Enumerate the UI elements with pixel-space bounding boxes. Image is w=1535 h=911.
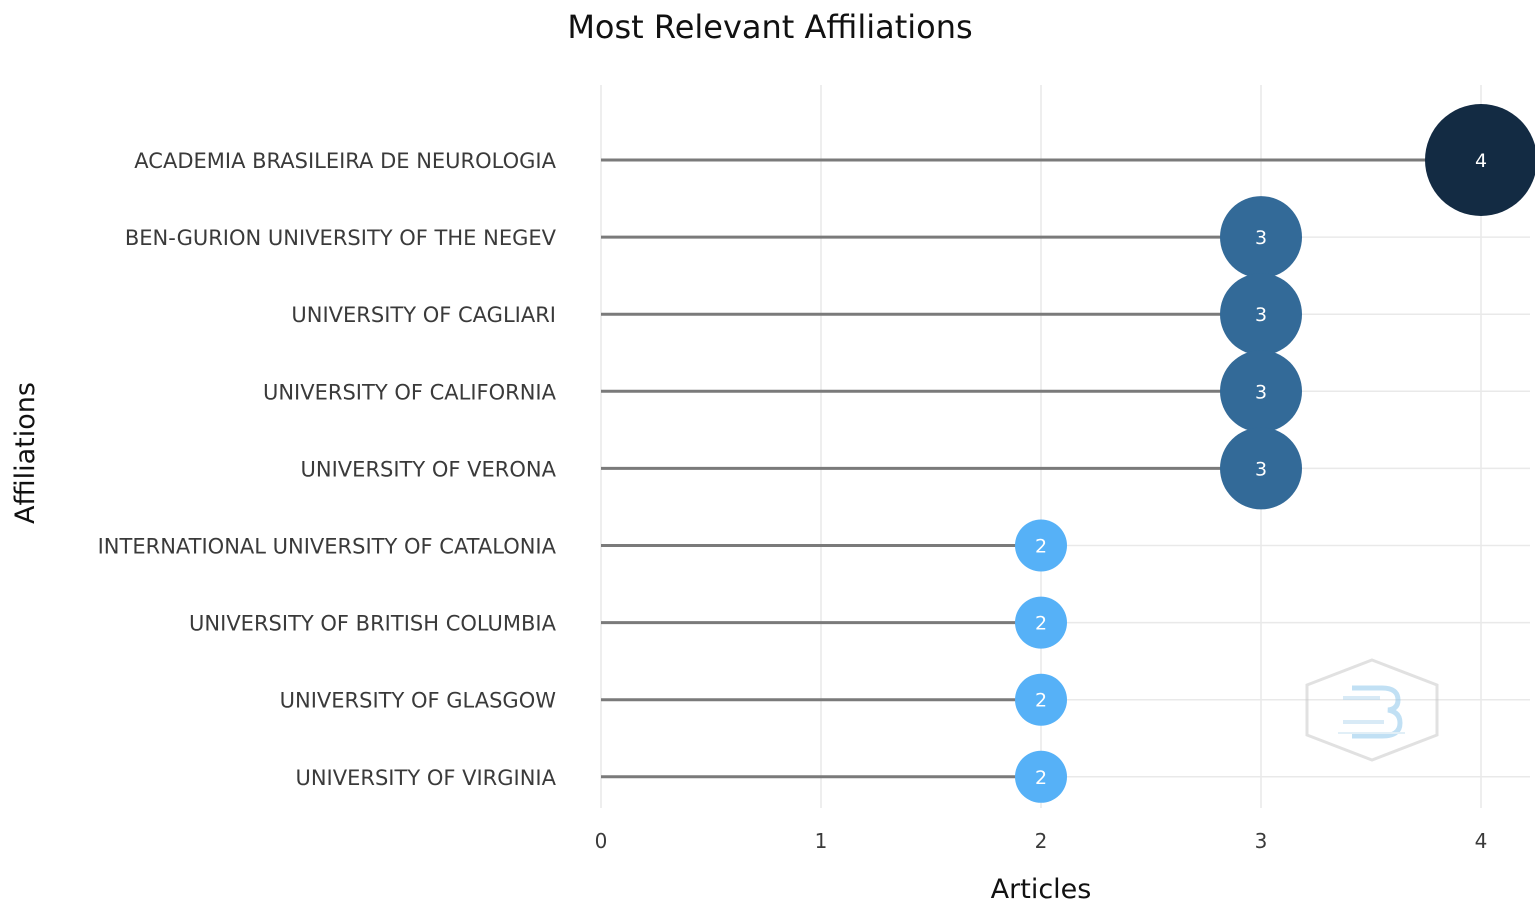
- lollipop-stems: [601, 158, 1481, 779]
- category-label: UNIVERSITY OF GLASGOW: [280, 689, 557, 713]
- x-tick-label: 3: [1255, 829, 1268, 853]
- bubble-point: [1220, 350, 1302, 433]
- category-label: UNIVERSITY OF CALIFORNIA: [263, 380, 557, 404]
- category-label: INTERNATIONAL UNIVERSITY OF CATALONIA: [98, 535, 557, 559]
- bubble-value-label: 3: [1255, 304, 1267, 326]
- x-axis-title: Articles: [991, 874, 1092, 905]
- bubble-point: [1220, 427, 1302, 510]
- x-tick-label: 4: [1475, 829, 1488, 853]
- category-label: UNIVERSITY OF CAGLIARI: [291, 303, 556, 327]
- category-label: UNIVERSITY OF VERONA: [301, 457, 557, 481]
- bubbles: 4 3 3 3 3 2 2 2 2: [1015, 104, 1535, 803]
- x-tick-label: 1: [815, 829, 828, 853]
- x-tick-label: 2: [1035, 829, 1048, 853]
- bubble-point: [1015, 750, 1067, 803]
- category-label: ACADEMIA BRASILEIRA DE NEUROLOGIA: [134, 149, 556, 173]
- bubble-value-label: 4: [1475, 150, 1487, 172]
- x-tick-label: 0: [595, 829, 608, 853]
- bubble-value-label: 3: [1255, 381, 1267, 403]
- bubble-value-label: 2: [1035, 690, 1047, 712]
- category-label: UNIVERSITY OF BRITISH COLUMBIA: [189, 612, 557, 636]
- chart-title: Most Relevant Affiliations: [567, 8, 972, 46]
- bubble-point: [1015, 596, 1067, 649]
- bubble-value-label: 3: [1255, 227, 1267, 249]
- bubble-point: [1220, 273, 1302, 356]
- category-labels: ACADEMIA BRASILEIRA DE NEUROLOGIA BEN-GUR…: [98, 149, 557, 790]
- bubble-value-label: 2: [1035, 767, 1047, 789]
- x-tick-labels: 0 1 2 3 4: [595, 829, 1488, 853]
- bibliometrix-logo-watermark: [1305, 658, 1439, 762]
- bubble-value-label: 3: [1255, 458, 1267, 480]
- bubble-point: [1015, 519, 1067, 572]
- bubble-point: [1425, 104, 1535, 216]
- bubble-value-label: 2: [1035, 536, 1047, 558]
- y-axis-title: Affiliations: [10, 382, 41, 524]
- category-label: BEN-GURION UNIVERSITY OF THE NEGEV: [125, 226, 557, 250]
- bubble-value-label: 2: [1035, 613, 1047, 635]
- bubble-point: [1015, 673, 1067, 726]
- category-label: UNIVERSITY OF VIRGINIA: [295, 766, 556, 790]
- bubble-point: [1220, 196, 1302, 279]
